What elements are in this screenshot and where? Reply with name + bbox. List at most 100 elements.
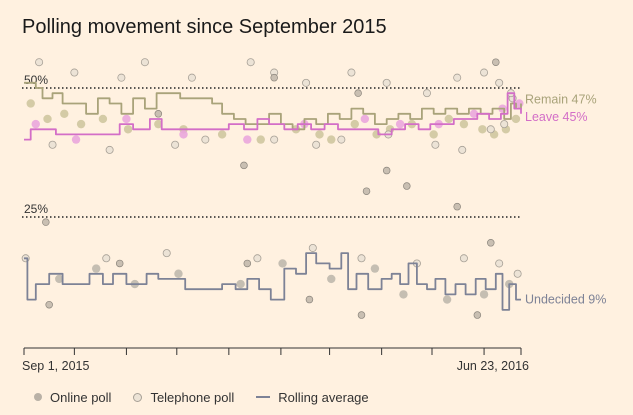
poll-point [45,300,53,309]
poll-point [403,182,411,190]
remain-telephone-poll-point [117,73,126,82]
poll-point [154,110,163,118]
remain-online-poll-point [123,125,133,134]
remain-end-label: Remain 47% [525,92,597,106]
remain-online-poll-point [60,109,69,119]
undecided-online-poll-point [174,269,183,278]
undecided-online-poll-point [370,264,380,273]
remain-online-poll-point [444,114,454,124]
legend-item-online: Online poll [34,390,111,405]
undecided-telephone-poll-point [513,269,522,278]
remain-telephone-poll-point [246,58,255,67]
remain-online-poll-point [98,114,108,124]
remain-online-poll-point [43,114,52,124]
remain-telephone-poll-point [35,58,44,67]
leave-online-poll-point [71,135,81,144]
undecided-online-poll-point [91,264,101,273]
poll-point [453,202,461,211]
leave-online-poll-point [469,109,479,119]
remain-telephone-poll-point [453,73,462,82]
poll-point [305,295,314,304]
remain-online-poll-point [315,130,324,139]
undecided-telephone-poll-point [253,254,262,263]
legend-item-telephone: Telephone poll [133,390,234,405]
poll-point [362,187,371,195]
undecided-rolling-average-line [24,252,521,311]
remain-online-poll-point [217,130,227,139]
remain-online-poll-point [511,114,521,124]
undecided-online-poll-point [55,274,64,284]
poll-point [382,166,391,175]
x-tick-label-end: Jun 23, 2016 [457,359,529,373]
telephone-poll-marker-icon [133,392,143,402]
undecided-telephone-poll-point [495,259,504,268]
undecided-telephone-poll-point [308,243,317,252]
legend-item-rolling-average: Rolling average [256,390,369,405]
remain-telephone-poll-point [140,58,149,67]
poll-point [473,311,482,319]
remain-telephone-poll-point [187,73,196,82]
leave-telephone-poll-point [171,140,180,149]
leave-telephone-poll-point [270,135,279,144]
poll-point [42,218,50,226]
poll-point [243,259,252,268]
remain-telephone-poll-point [302,78,311,87]
remain-online-poll-point [429,130,438,139]
remain-telephone-poll-point [422,89,431,98]
undecided-telephone-poll-point [102,254,111,263]
remain-online-poll-point [327,135,336,144]
rolling-average-line-icon [256,396,271,398]
chart-title: Polling movement since September 2015 [22,16,387,38]
leave-online-poll-point [243,135,252,144]
reference-label-25: 25% [24,202,48,216]
leave-telephone-poll-point [337,135,346,144]
leave-telephone-poll-point [431,140,440,149]
leave-rolling-average-line [24,92,522,141]
leave-online-poll-point [360,114,370,124]
leave-telephone-poll-point [48,140,57,149]
poll-point [357,311,366,319]
undecided-online-poll-point [479,290,489,299]
undecided-end-label: Undecided 9% [525,293,606,307]
leave-telephone-poll-point [312,140,321,149]
remain-online-poll-point [478,125,487,134]
leave-telephone-poll-point [201,135,210,144]
undecided-online-poll-point [399,290,408,299]
leave-online-poll-point [179,130,188,139]
poll-point [240,161,248,170]
chart-legend: Online poll Telephone poll Rolling avera… [34,388,391,406]
poll-point [487,239,495,247]
remain-telephone-poll-point [70,68,79,77]
leave-online-poll-point [395,119,405,129]
undecided-telephone-poll-point [357,254,366,263]
remain-online-poll-point [256,135,265,144]
leave-online-poll-point [31,119,40,129]
remain-telephone-poll-point [382,78,391,87]
poll-point [492,58,500,66]
online-poll-marker-icon [34,393,42,401]
poll-point [115,259,124,268]
leave-online-poll-point [122,114,131,124]
legend-label-telephone: Telephone poll [150,389,235,405]
undecided-online-poll-point [236,279,245,289]
undecided-online-poll-point [327,274,336,284]
leave-telephone-poll-point [105,145,114,154]
undecided-online-poll-point [278,259,287,268]
remain-online-poll-point [350,119,359,129]
leave-end-label: Leave 45% [525,110,588,124]
remain-online-poll-point [154,119,163,129]
leave-telephone-poll-point [500,120,509,129]
remain-online-poll-point [76,119,86,129]
x-tick-label-start: Sep 1, 2015 [22,359,89,373]
undecided-online-poll-point [442,295,452,304]
remain-telephone-poll-point [347,68,356,77]
leave-telephone-poll-point [458,145,467,154]
legend-label-online: Online poll [50,389,112,405]
remain-online-poll-point [26,99,35,108]
remain-telephone-poll-point [495,78,504,87]
remain-rolling-average-line [24,81,522,131]
poll-point [270,73,278,82]
poll-point [354,89,362,97]
remain-online-poll-point [459,119,469,129]
